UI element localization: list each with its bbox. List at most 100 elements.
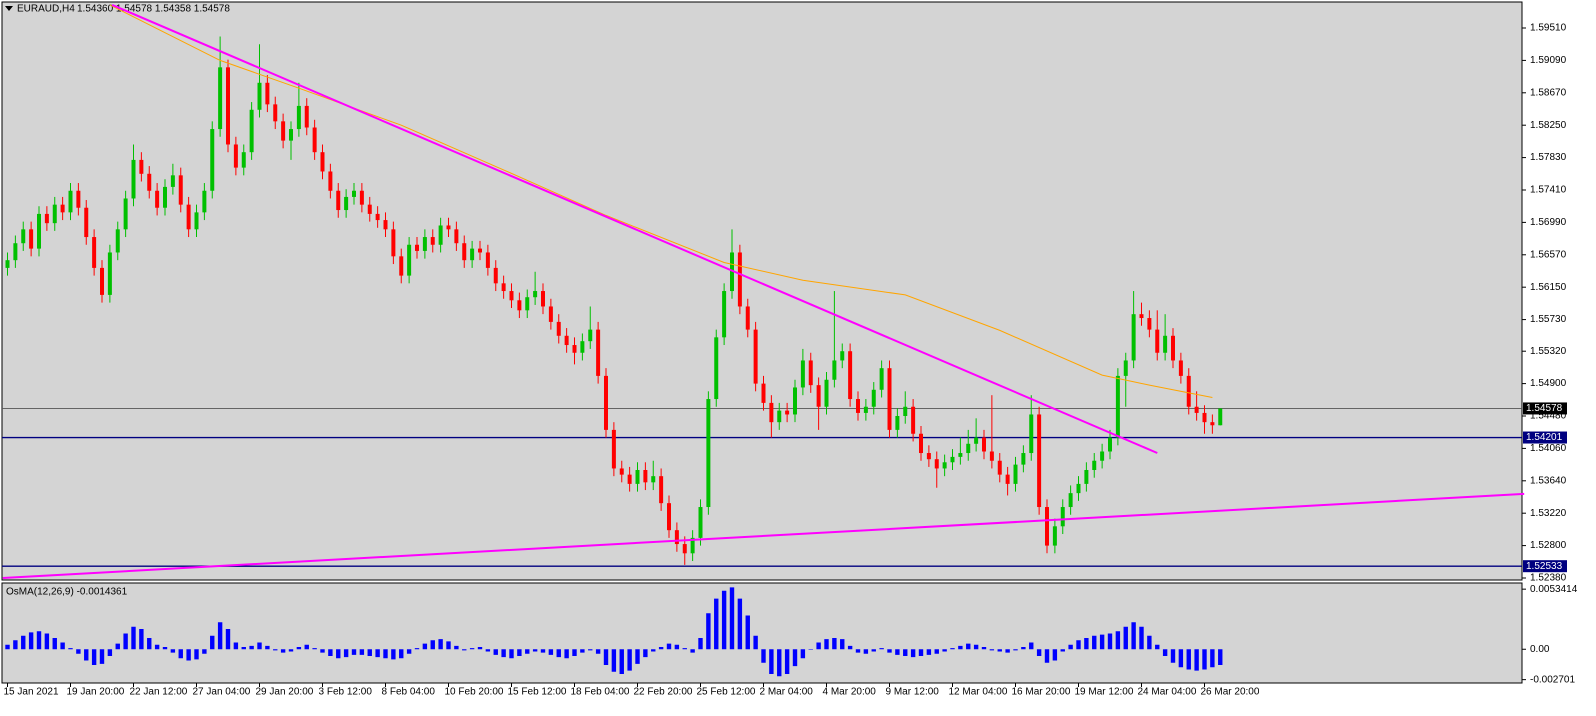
- candle-body: [659, 476, 664, 504]
- candle-body: [887, 368, 892, 430]
- y-tick-label: 1.58250: [1530, 120, 1567, 131]
- osma-bar: [462, 649, 467, 651]
- candle-body: [777, 410, 782, 423]
- candle-body: [13, 243, 18, 261]
- candle-body: [667, 503, 671, 531]
- candle-body: [1005, 474, 1010, 484]
- osma-bar: [997, 649, 1002, 652]
- candle-body: [139, 159, 144, 174]
- candle-body: [525, 297, 530, 311]
- candle-body: [722, 291, 727, 338]
- candle-body: [352, 190, 356, 197]
- osma-bar: [44, 633, 50, 650]
- candle-body: [698, 507, 703, 538]
- candle-body: [1147, 318, 1152, 330]
- x-tick-label: 22 Jan 12:00: [130, 687, 188, 698]
- osma-bar: [690, 649, 695, 653]
- osma-bar: [288, 649, 294, 652]
- osma-bar: [52, 638, 57, 650]
- candle-body: [1060, 507, 1065, 527]
- candle-body: [737, 252, 742, 307]
- candle-body: [415, 244, 419, 251]
- candle-body: [1171, 335, 1175, 361]
- candle-body: [840, 351, 845, 361]
- candle-body: [509, 291, 514, 301]
- osma-bar: [1044, 649, 1050, 663]
- candle-body: [1052, 526, 1057, 546]
- candle-body: [942, 462, 947, 469]
- osma-bar: [556, 649, 561, 658]
- candle-body: [863, 406, 868, 413]
- y-tick-label: 1.56570: [1530, 249, 1567, 260]
- osma-bar: [942, 649, 947, 652]
- menu-triangle[interactable]: [5, 6, 13, 11]
- candle-body: [60, 204, 65, 213]
- osma-bar: [359, 649, 365, 655]
- candle-body: [926, 453, 931, 460]
- candle-body: [123, 198, 128, 230]
- y-tick-label: 1.55730: [1530, 314, 1567, 325]
- candle-body: [556, 321, 561, 336]
- candle-body: [706, 399, 711, 508]
- x-tick-label: 25 Feb 12:00: [697, 687, 756, 698]
- osma-bar: [1131, 622, 1136, 650]
- osma-bar: [91, 649, 97, 665]
- osma-bar: [241, 647, 246, 650]
- osma-bar: [666, 643, 672, 650]
- candle-body: [147, 173, 152, 191]
- osma-bar: [879, 648, 884, 650]
- candle-body: [76, 190, 81, 208]
- y-tick-label: 1.59510: [1530, 23, 1567, 34]
- osma-bar: [60, 642, 65, 650]
- osma-bar: [210, 635, 215, 650]
- osma-bar: [698, 638, 703, 650]
- candle-body: [407, 244, 412, 276]
- osma-tick-label: 0.0053414: [1530, 584, 1578, 595]
- candle-body: [1115, 375, 1120, 438]
- osma-bar: [761, 649, 766, 663]
- candle-body: [1029, 414, 1034, 454]
- osma-bar: [792, 649, 798, 667]
- candle-body: [44, 213, 49, 224]
- x-tick-label: 24 Mar 04:00: [1138, 687, 1197, 698]
- candle-body: [1021, 453, 1026, 465]
- candle-body: [761, 383, 766, 403]
- candle-body: [989, 451, 994, 461]
- candle-body: [1194, 406, 1199, 413]
- candle-body: [635, 470, 640, 484]
- candle-body: [170, 175, 175, 187]
- osma-bar: [832, 638, 837, 650]
- candle-body: [974, 437, 979, 444]
- osma-bar: [131, 626, 136, 650]
- candle-body: [997, 460, 1002, 475]
- osma-bar: [627, 649, 632, 671]
- osma-bar: [1162, 649, 1168, 656]
- osma-bar: [840, 639, 845, 650]
- x-tick-label: 9 Mar 12:00: [886, 687, 940, 698]
- osma-bar: [714, 598, 719, 650]
- osma-bar: [438, 639, 443, 650]
- osma-bar: [1115, 631, 1121, 650]
- x-tick-label: 3 Feb 12:00: [319, 687, 373, 698]
- candle-body: [375, 213, 380, 221]
- candle-body: [879, 368, 884, 390]
- osma-bar: [981, 647, 987, 650]
- price-label-box: [1523, 431, 1567, 444]
- osma-bar: [147, 638, 152, 650]
- x-tick-label: 22 Feb 20:00: [634, 687, 693, 698]
- candle-body: [29, 229, 34, 249]
- candle-body: [485, 252, 490, 268]
- candle-body: [824, 379, 829, 407]
- candle-body: [627, 474, 632, 484]
- osma-bar: [572, 649, 577, 656]
- osma-bar: [1060, 649, 1065, 652]
- osma-bar: [76, 649, 81, 654]
- x-tick-label: 19 Mar 12:00: [1075, 687, 1134, 698]
- osma-bar: [469, 648, 475, 650]
- candle-body: [1108, 437, 1112, 452]
- candle-body: [68, 190, 73, 213]
- candle-body: [1163, 335, 1168, 353]
- osma-bar: [1021, 647, 1026, 650]
- candle-body: [753, 329, 758, 384]
- osma-bar: [808, 649, 813, 650]
